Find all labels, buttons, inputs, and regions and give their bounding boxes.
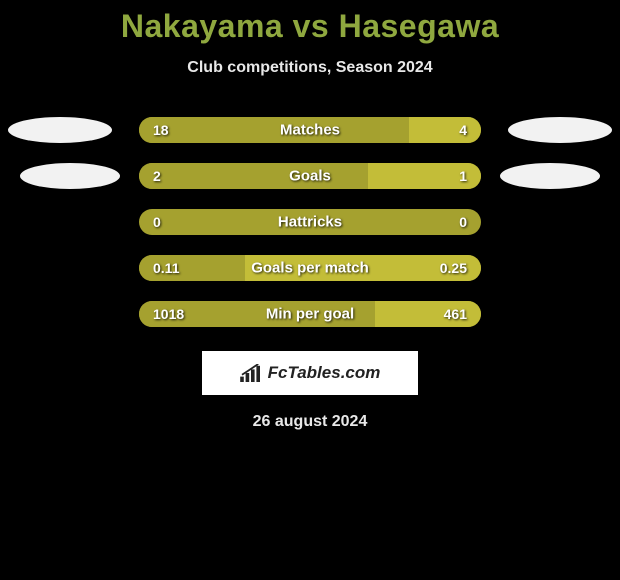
date-label: 26 august 2024 [0, 413, 620, 431]
stat-label: Matches [280, 122, 340, 139]
stat-value-left: 2 [153, 168, 161, 184]
stat-row: 2 1 Goals [0, 163, 620, 189]
comparison-infographic: Nakayama vs Hasegawa Club competitions, … [0, 0, 620, 431]
stat-rows: 18 4 Matches 2 1 Goals 0 0 Hattricks 0.11 0.25 Goal… [0, 117, 620, 327]
stat-value-right: 0.25 [440, 260, 467, 276]
player-avatar-left [20, 163, 120, 189]
stat-row: 0.11 0.25 Goals per match [0, 255, 620, 281]
stat-label: Goals [289, 168, 331, 185]
player-avatar-right [508, 117, 612, 143]
stat-label: Hattricks [278, 214, 342, 231]
stat-row: 1018 461 Min per goal [0, 301, 620, 327]
logo-box: FcTables.com [202, 351, 418, 395]
stat-bar: 0 0 Hattricks [139, 209, 481, 235]
page-title: Nakayama vs Hasegawa [0, 8, 620, 45]
stat-value-left: 0.11 [153, 260, 179, 276]
stat-value-left: 1018 [153, 306, 184, 322]
bar-segment-left [139, 117, 409, 143]
player-avatar-left [8, 117, 112, 143]
subtitle: Club competitions, Season 2024 [0, 59, 620, 77]
stat-label: Min per goal [266, 306, 354, 323]
player-avatar-right [500, 163, 600, 189]
bar-segment-right [409, 117, 481, 143]
stat-row: 0 0 Hattricks [0, 209, 620, 235]
stat-bar: 18 4 Matches [139, 117, 481, 143]
stat-value-left: 0 [153, 214, 161, 230]
stat-bar: 2 1 Goals [139, 163, 481, 189]
stat-value-right: 461 [444, 306, 467, 322]
stat-value-left: 18 [153, 122, 169, 138]
logo-chart-icon [240, 364, 262, 382]
stat-value-right: 1 [459, 168, 467, 184]
stat-bar: 0.11 0.25 Goals per match [139, 255, 481, 281]
stat-label: Goals per match [251, 260, 369, 277]
stat-value-right: 4 [459, 122, 467, 138]
stat-value-right: 0 [459, 214, 467, 230]
stat-row: 18 4 Matches [0, 117, 620, 143]
logo-text: FcTables.com [268, 363, 381, 383]
stat-bar: 1018 461 Min per goal [139, 301, 481, 327]
bar-segment-left [139, 163, 368, 189]
